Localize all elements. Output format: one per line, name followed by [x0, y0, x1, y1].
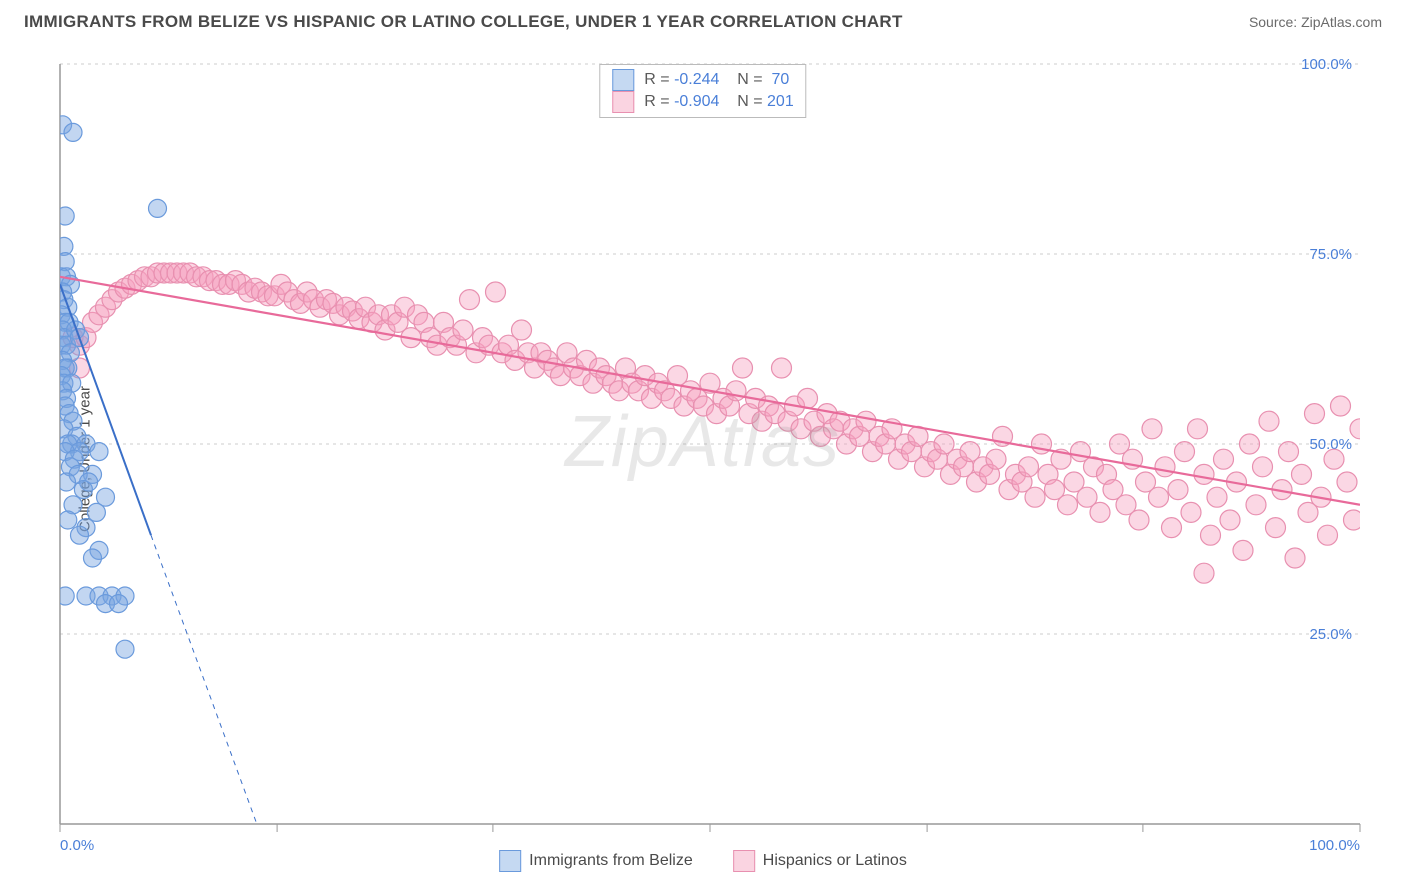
bottom-legend-item: Immigrants from Belize: [499, 850, 693, 872]
legend-row: R = -0.904 N = 201: [612, 91, 793, 113]
legend-label: Immigrants from Belize: [529, 852, 693, 870]
legend-text: R = -0.244 N = 70: [644, 71, 789, 89]
svg-text:75.0%: 75.0%: [1309, 246, 1352, 263]
legend-swatch-pink: [733, 850, 755, 872]
legend-swatch-blue: [612, 69, 634, 91]
chart-area: College, Under 1 year 25.0%50.0%75.0%100…: [0, 44, 1406, 874]
svg-text:100.0%: 100.0%: [1301, 56, 1352, 73]
source-text: Source: ZipAtlas.com: [1249, 14, 1382, 30]
scatter-plot: 25.0%50.0%75.0%100.0%0.0%100.0%: [0, 44, 1406, 874]
correlation-legend: R = -0.244 N = 70 R = -0.904 N = 201: [599, 64, 806, 118]
svg-text:0.0%: 0.0%: [60, 837, 94, 854]
svg-text:100.0%: 100.0%: [1309, 837, 1360, 854]
legend-row: R = -0.244 N = 70: [612, 69, 793, 91]
bottom-legend: Immigrants from Belize Hispanics or Lati…: [499, 850, 907, 872]
bottom-legend-item: Hispanics or Latinos: [733, 850, 907, 872]
legend-text: R = -0.904 N = 201: [644, 93, 793, 111]
chart-title: IMMIGRANTS FROM BELIZE VS HISPANIC OR LA…: [24, 12, 903, 32]
legend-label: Hispanics or Latinos: [763, 852, 907, 870]
legend-swatch-pink: [612, 91, 634, 113]
title-bar: IMMIGRANTS FROM BELIZE VS HISPANIC OR LA…: [0, 0, 1406, 44]
svg-text:25.0%: 25.0%: [1309, 626, 1352, 643]
legend-swatch-blue: [499, 850, 521, 872]
